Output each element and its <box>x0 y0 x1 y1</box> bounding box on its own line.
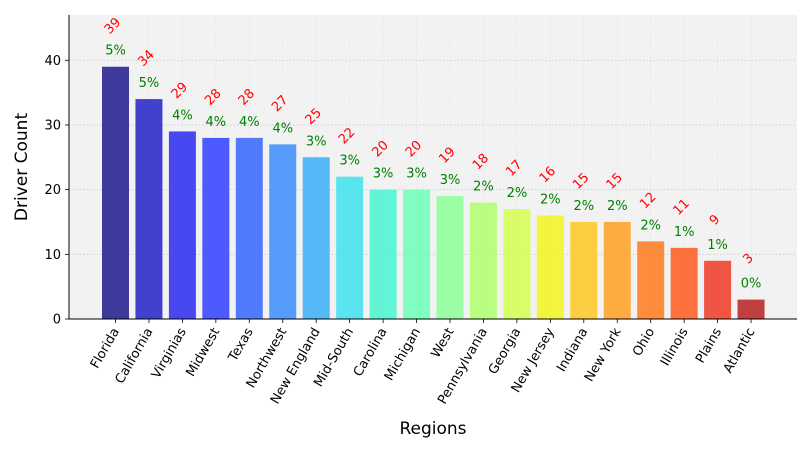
percent-label: 2% <box>540 193 561 208</box>
x-tick-label: Ohio <box>630 325 658 359</box>
percent-label: 4% <box>206 115 227 130</box>
percent-label: 3% <box>406 167 427 182</box>
x-tick-label: Florida <box>88 326 123 372</box>
y-tick-label: 0 <box>53 313 61 328</box>
bar-california <box>135 99 163 319</box>
x-axis-title: Regions <box>399 419 466 439</box>
percent-label: 4% <box>239 115 260 130</box>
x-tick-label: Indiana <box>554 326 591 375</box>
percent-label: 2% <box>473 180 494 195</box>
percent-label: 4% <box>272 121 293 136</box>
percent-label: 1% <box>674 225 695 240</box>
bar-michigan <box>403 189 431 319</box>
percent-label: 0% <box>741 277 762 292</box>
percent-label: 3% <box>440 173 461 188</box>
percent-label: 5% <box>105 44 126 59</box>
percent-label: 3% <box>339 154 360 169</box>
bar-carolina <box>369 189 397 319</box>
bar-new-jersey <box>536 215 564 319</box>
percent-label: 2% <box>640 218 661 233</box>
x-tick-label: Atlantic <box>721 326 759 376</box>
y-tick-label: 20 <box>44 183 61 198</box>
x-tick-label: West <box>428 326 457 361</box>
percent-label: 1% <box>707 238 728 253</box>
bar-northwest <box>269 144 297 319</box>
percent-label: 5% <box>139 76 160 91</box>
y-tick-label: 10 <box>44 248 61 263</box>
bar-new-england <box>302 157 330 319</box>
percent-label: 2% <box>573 199 594 214</box>
x-tick-label: Texas <box>225 325 257 365</box>
bar-mid-south <box>336 176 364 319</box>
bar-new-york <box>603 221 631 319</box>
percent-label: 3% <box>306 134 327 149</box>
percent-label: 2% <box>507 186 528 201</box>
y-axis-title: Driver Count <box>12 113 32 222</box>
bar-west <box>436 196 464 319</box>
y-tick-label: 40 <box>44 54 61 69</box>
bar-ohio <box>637 241 665 319</box>
bar-florida <box>102 66 129 319</box>
bar-midwest <box>202 137 230 319</box>
bars <box>102 66 765 319</box>
percent-label: 2% <box>607 199 628 214</box>
bar-plains <box>704 260 732 319</box>
bar-georgia <box>503 209 531 319</box>
bar-illinois <box>670 247 698 319</box>
y-tick-label: 30 <box>44 118 61 133</box>
percent-label: 3% <box>373 167 394 182</box>
bar-atlantic <box>737 299 765 319</box>
bar-pennsylvania <box>469 202 497 319</box>
bar-indiana <box>570 221 598 319</box>
x-tick-label: Plains <box>693 325 725 366</box>
percent-label: 4% <box>172 108 193 123</box>
x-tick-label: Illinois <box>658 325 692 368</box>
bar-texas <box>235 137 263 319</box>
bar-virginias <box>168 131 196 319</box>
